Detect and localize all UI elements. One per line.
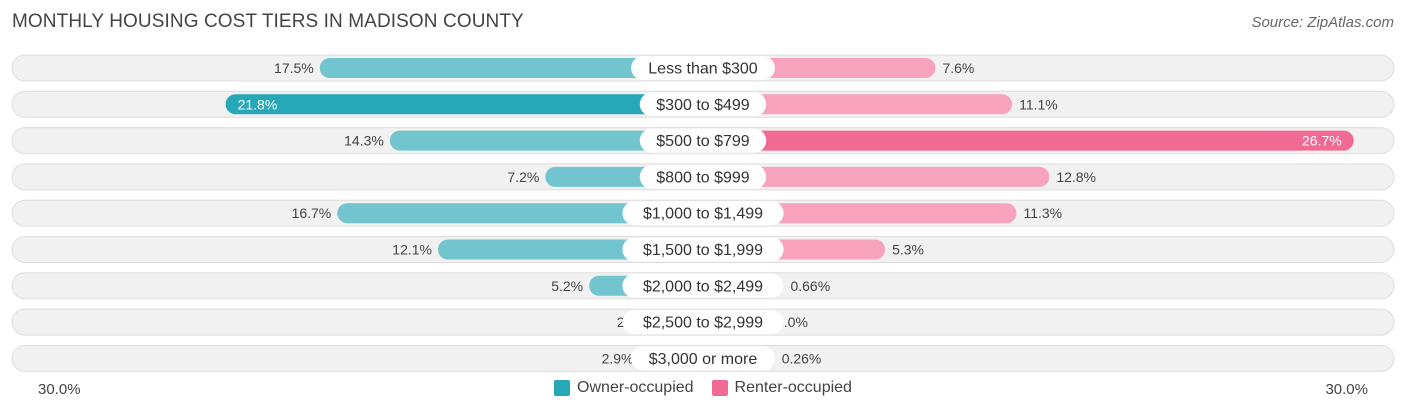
category-label: $2,500 to $2,999 [643,315,763,332]
owner-value-label: 16.7% [292,205,332,221]
renter-value-label: 26.7% [1302,133,1342,149]
category-pill [622,237,784,262]
category-label: $300 to $499 [656,97,750,114]
source-label: Source: ZipAtlas.com [1251,14,1394,31]
renter-value-label: 0.26% [782,350,822,366]
category-pill [631,56,775,80]
category-label: $2,000 to $2,499 [643,278,763,295]
category-pill [622,310,784,335]
category-label: $1,500 to $1,999 [643,242,763,259]
chart-title: MONTHLY HOUSING COST TIERS IN MADISON CO… [12,11,524,32]
axis-right-label: 30.0% [1325,381,1368,398]
category-pill [639,92,767,117]
category-pill [631,346,775,371]
category-pill [622,273,784,298]
renter-bar [693,94,1013,115]
legend-item-renter: Renter-occupied [711,379,852,397]
owner-swatch [554,380,571,396]
owner-value-label: 21.8% [238,96,278,112]
category-label: $500 to $799 [656,133,750,150]
renter-value-label: 7.6% [942,60,974,76]
category-label: $3,000 or more [649,351,758,368]
category-pill [639,128,767,153]
owner-value-label: 7.2% [507,169,539,185]
legend-renter-label: Renter-occupied [734,379,852,396]
renter-value-label: 11.1% [1019,96,1058,112]
legend: Owner-occupied Renter-occupied [0,379,1406,397]
category-label: $800 to $999 [656,169,750,186]
owner-value-label: 17.5% [274,60,314,76]
owner-bar [319,58,713,78]
owner-bar [337,203,713,224]
renter-swatch [711,380,728,396]
renter-value-label: 5.3% [892,242,924,258]
owner-bar [225,94,713,115]
owner-value-label: 5.2% [551,278,583,294]
owner-value-label: 2.9% [602,350,634,366]
renter-value-label: 0.66% [790,278,830,294]
category-label: Less than $300 [648,61,758,78]
owner-value-label: 14.3% [344,133,384,149]
renter-bar [693,130,1354,151]
renter-value-label: 11.3% [1023,205,1062,221]
legend-item-owner: Owner-occupied [554,379,694,397]
renter-value-label: 12.8% [1056,169,1096,185]
category-pill [639,164,767,189]
owner-value-label: 12.1% [392,242,432,258]
legend-owner-label: Owner-occupied [577,379,694,396]
axis-left-label: 30.0% [38,381,81,398]
owner-bar [389,130,713,151]
category-label: $1,000 to $1,499 [643,206,763,223]
category-pill [622,201,784,226]
renter-value-label: 0.0% [776,314,808,330]
renter-bar [693,166,1050,187]
